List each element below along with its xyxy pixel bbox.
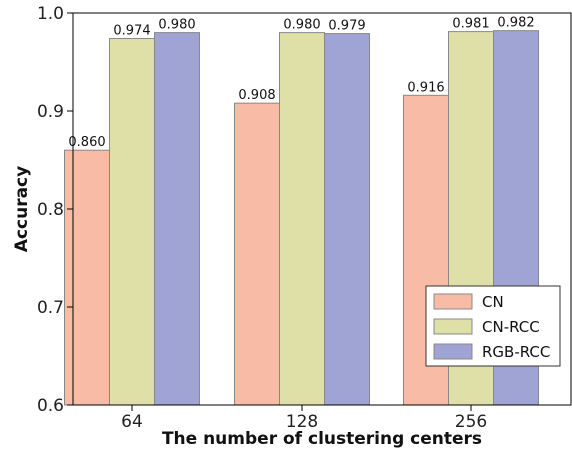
- data-label-cn-rcc-128: 0.980: [283, 18, 320, 33]
- y-tick-label: 0.7: [37, 298, 64, 318]
- data-label-rgb-rcc-128: 0.979: [328, 19, 365, 34]
- x-tick-label: 256: [455, 412, 487, 432]
- data-label-rgb-rcc-256: 0.982: [497, 16, 534, 31]
- bar-rgb-rcc-128: [324, 33, 370, 406]
- bar-rgb-rcc-64: [154, 32, 200, 406]
- legend-swatch-rgb-rcc: [433, 343, 473, 360]
- legend-label-cn-rcc: CN-RCC: [482, 318, 540, 336]
- bar-cn-128: [234, 102, 280, 406]
- y-tick-label: 0.8: [37, 200, 64, 220]
- data-label-cn-rcc-64: 0.974: [113, 23, 150, 38]
- legend: CN CN-RCC RGB-RCC: [425, 285, 561, 367]
- data-label-cn-rcc-256: 0.981: [452, 17, 489, 32]
- legend-swatch-cn-rcc: [433, 318, 473, 335]
- x-axis: 64 128 256: [121, 405, 487, 432]
- x-axis-title: The number of clustering centers: [162, 429, 482, 449]
- x-tick-label: 64: [121, 412, 143, 432]
- y-tick-label: 0.6: [37, 396, 64, 416]
- legend-label-rgb-rcc: RGB-RCC: [482, 343, 550, 361]
- bar-cn-rcc-64: [109, 37, 155, 406]
- y-axis: 0.6 0.7 0.8 0.9 1.0: [37, 4, 73, 416]
- y-tick-label: 0.9: [37, 102, 64, 122]
- bar-cn-rcc-128: [279, 32, 325, 406]
- y-axis-title: Accuracy: [12, 166, 32, 252]
- bar-cn-64: [64, 149, 110, 406]
- data-label-cn-128: 0.908: [238, 88, 275, 103]
- y-tick-label: 1.0: [37, 4, 64, 24]
- data-label-cn-256: 0.916: [407, 80, 444, 95]
- x-tick-label: 128: [286, 412, 318, 432]
- data-labels-layer: 0.860 0.974 0.980 0.908 0.980 0.979 0.916 0.981…: [68, 16, 534, 151]
- legend-label-cn: CN: [482, 293, 504, 311]
- data-label-cn-64: 0.860: [68, 135, 105, 150]
- legend-swatch-cn: [433, 293, 473, 310]
- data-label-rgb-rcc-64: 0.980: [158, 18, 195, 33]
